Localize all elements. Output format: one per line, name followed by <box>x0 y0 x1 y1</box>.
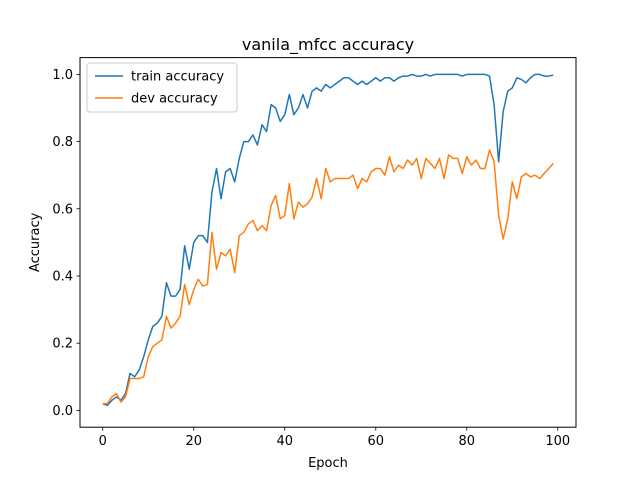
legend: train accuracy dev accuracy <box>86 62 238 113</box>
series-line-0 <box>102 73 554 407</box>
chart-title: vanila_mfcc accuracy <box>242 35 414 55</box>
y-axis-label: Accuracy <box>28 212 43 272</box>
x-axis-label: Epoch <box>308 456 348 471</box>
plot-area: 0 20 40 60 80 100 0.0 0.2 0.4 0.6 0.8 1.0 <box>52 57 577 449</box>
x-tick-label: 0 <box>99 434 107 449</box>
x-tick-label: 80 <box>459 434 476 449</box>
y-axis-ticks: 0.0 0.2 0.4 0.6 0.8 1.0 <box>52 68 80 419</box>
legend-label-dev: dev accuracy <box>131 92 218 107</box>
x-axis-ticks: 0 20 40 60 80 100 <box>99 427 570 449</box>
y-tick-label: 0.4 <box>52 270 73 285</box>
y-tick-label: 0.8 <box>52 135 73 150</box>
x-tick-label: 20 <box>185 434 202 449</box>
legend-box <box>86 62 238 113</box>
legend-label-train: train accuracy <box>131 70 224 85</box>
y-tick-label: 1.0 <box>52 68 73 83</box>
y-tick-label: 0.6 <box>52 202 73 217</box>
x-tick-label: 100 <box>545 434 570 449</box>
x-tick-label: 60 <box>368 434 385 449</box>
y-tick-label: 0.2 <box>52 337 73 352</box>
axes-frame <box>79 57 577 428</box>
series-line-1 <box>102 149 554 405</box>
y-tick-label: 0.0 <box>52 404 73 419</box>
x-tick-label: 40 <box>276 434 293 449</box>
series-lines <box>102 73 554 407</box>
